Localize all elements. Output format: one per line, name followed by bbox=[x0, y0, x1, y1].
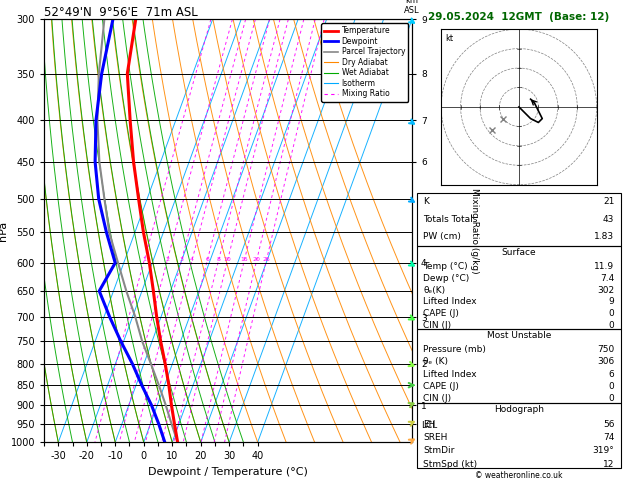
Text: Lifted Index: Lifted Index bbox=[423, 369, 477, 379]
Text: 0: 0 bbox=[609, 321, 615, 330]
Text: 7.4: 7.4 bbox=[600, 274, 615, 283]
Text: 20: 20 bbox=[253, 258, 260, 262]
Text: θₑ(K): θₑ(K) bbox=[423, 286, 445, 295]
Text: 29.05.2024  12GMT  (Base: 12): 29.05.2024 12GMT (Base: 12) bbox=[428, 12, 610, 22]
Text: 1: 1 bbox=[142, 258, 147, 262]
Y-axis label: hPa: hPa bbox=[0, 221, 8, 241]
Text: © weatheronline.co.uk: © weatheronline.co.uk bbox=[475, 471, 563, 480]
Text: PW (cm): PW (cm) bbox=[423, 232, 461, 242]
Text: 306: 306 bbox=[597, 357, 615, 366]
Text: CAPE (J): CAPE (J) bbox=[423, 382, 459, 391]
Text: 74: 74 bbox=[603, 433, 615, 442]
Text: 43: 43 bbox=[603, 215, 615, 224]
Text: 21: 21 bbox=[603, 197, 615, 206]
Text: 2: 2 bbox=[165, 258, 169, 262]
Text: 6: 6 bbox=[206, 258, 209, 262]
Text: kt: kt bbox=[445, 34, 453, 43]
Text: 11.9: 11.9 bbox=[594, 262, 615, 271]
Text: 750: 750 bbox=[597, 345, 615, 354]
Text: Surface: Surface bbox=[501, 248, 537, 257]
Text: StmDir: StmDir bbox=[423, 446, 455, 455]
Text: CIN (J): CIN (J) bbox=[423, 321, 452, 330]
Text: 319°: 319° bbox=[593, 446, 615, 455]
Text: θₑ (K): θₑ (K) bbox=[423, 357, 448, 366]
Text: 0: 0 bbox=[609, 309, 615, 318]
Text: 25: 25 bbox=[262, 258, 270, 262]
Text: km
ASL: km ASL bbox=[404, 0, 420, 15]
Text: 0: 0 bbox=[609, 394, 615, 403]
Bar bbox=[417, 403, 621, 468]
Text: Most Unstable: Most Unstable bbox=[487, 331, 551, 340]
Bar bbox=[417, 246, 621, 329]
Text: 9: 9 bbox=[609, 297, 615, 307]
Text: Totals Totals: Totals Totals bbox=[423, 215, 478, 224]
Bar bbox=[417, 192, 621, 246]
Text: CIN (J): CIN (J) bbox=[423, 394, 452, 403]
Text: Pressure (mb): Pressure (mb) bbox=[423, 345, 486, 354]
Text: 302: 302 bbox=[598, 286, 615, 295]
Text: EH: EH bbox=[423, 419, 436, 429]
Text: Lifted Index: Lifted Index bbox=[423, 297, 477, 307]
Text: 4: 4 bbox=[190, 258, 194, 262]
Text: 15: 15 bbox=[240, 258, 248, 262]
Text: 52°49'N  9°56'E  71m ASL: 52°49'N 9°56'E 71m ASL bbox=[44, 6, 198, 19]
Text: 1.83: 1.83 bbox=[594, 232, 615, 242]
Text: SREH: SREH bbox=[423, 433, 448, 442]
Text: CAPE (J): CAPE (J) bbox=[423, 309, 459, 318]
Text: 56: 56 bbox=[603, 419, 615, 429]
Text: Dewp (°C): Dewp (°C) bbox=[423, 274, 470, 283]
Bar bbox=[417, 329, 621, 403]
Text: 10: 10 bbox=[224, 258, 231, 262]
Text: K: K bbox=[423, 197, 430, 206]
Text: Hodograph: Hodograph bbox=[494, 405, 544, 414]
Text: 8: 8 bbox=[217, 258, 221, 262]
Legend: Temperature, Dewpoint, Parcel Trajectory, Dry Adiabat, Wet Adiabat, Isotherm, Mi: Temperature, Dewpoint, Parcel Trajectory… bbox=[321, 23, 408, 102]
Text: StmSpd (kt): StmSpd (kt) bbox=[423, 460, 477, 469]
Y-axis label: Mixing Ratio (g/kg): Mixing Ratio (g/kg) bbox=[470, 188, 479, 274]
Text: 12: 12 bbox=[603, 460, 615, 469]
Text: Temp (°C): Temp (°C) bbox=[423, 262, 468, 271]
Text: 0: 0 bbox=[609, 382, 615, 391]
X-axis label: Dewpoint / Temperature (°C): Dewpoint / Temperature (°C) bbox=[148, 467, 308, 477]
Text: 3: 3 bbox=[180, 258, 184, 262]
Text: 6: 6 bbox=[609, 369, 615, 379]
